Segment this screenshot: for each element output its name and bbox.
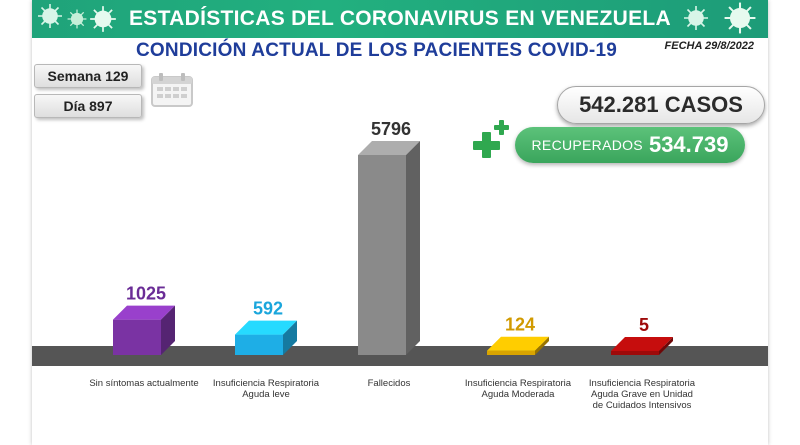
- subtitle: CONDICIÓN ACTUAL DE LOS PACIENTES COVID-…: [136, 40, 617, 61]
- total-cases-badge: 542.281 CASOS: [557, 86, 765, 124]
- bar-top: [113, 305, 175, 320]
- bar-chart: 1025 592 5796 124 5: [32, 119, 768, 366]
- plus-icon: [473, 120, 509, 158]
- bar-front: [611, 351, 659, 355]
- bar-side: [283, 320, 297, 355]
- bar-value-label: 124: [505, 315, 535, 335]
- bar-side: [659, 337, 673, 355]
- bars-group: 1025 592 5796 124 5: [113, 119, 673, 355]
- recovered-badge: RECUPERADOS 534.739: [515, 127, 745, 163]
- bar-side: [161, 305, 175, 355]
- bar-value-label: 5: [639, 315, 649, 335]
- bar-front: [113, 319, 161, 355]
- bar-top: [611, 337, 673, 351]
- day-counter: Día 897: [34, 94, 142, 118]
- category-label: Fallecidos: [367, 378, 411, 389]
- bar-side: [406, 141, 420, 355]
- virus-icon: [724, 2, 756, 34]
- category-label: Sin síntomas actualmente: [89, 378, 199, 389]
- recovered-value: 534.739: [648, 132, 729, 157]
- chart-floor: [32, 346, 768, 366]
- category-label: Insuficiencia Respiratoria Aguda Moderad…: [464, 378, 572, 400]
- bar-front: [358, 155, 406, 355]
- bar-front: [487, 350, 535, 355]
- bar-top: [235, 320, 297, 335]
- header-banner: ESTADÍSTICAS DEL CORONAVIRUS EN VENEZUEL…: [32, 0, 768, 38]
- calendar-icon: [151, 73, 193, 107]
- bar-side: [535, 336, 549, 355]
- bar-value-label: 5796: [371, 119, 411, 139]
- bar-value-label: 1025: [126, 284, 166, 304]
- page-title: ESTADÍSTICAS DEL CORONAVIRUS EN VENEZUEL…: [128, 7, 672, 30]
- bar-value-label: 592: [253, 299, 283, 319]
- virus-icon: [90, 6, 116, 32]
- category-label: Insuficiencia Respiratoria Aguda Grave e…: [588, 378, 696, 411]
- week-counter: Semana 129: [34, 64, 142, 88]
- infographic-frame: ESTADÍSTICAS DEL CORONAVIRUS EN VENEZUEL…: [32, 0, 768, 445]
- report-date: FECHA 29/8/2022: [664, 40, 754, 52]
- bar-top: [358, 141, 420, 155]
- recovered-label: RECUPERADOS: [531, 137, 643, 153]
- virus-icon: [38, 4, 62, 28]
- bar-top: [487, 336, 549, 351]
- virus-icon: [67, 9, 87, 29]
- bar-front: [235, 334, 283, 355]
- category-label: Insuficiencia Respiratoria Aguda leve: [212, 378, 320, 400]
- virus-icon: [684, 6, 708, 30]
